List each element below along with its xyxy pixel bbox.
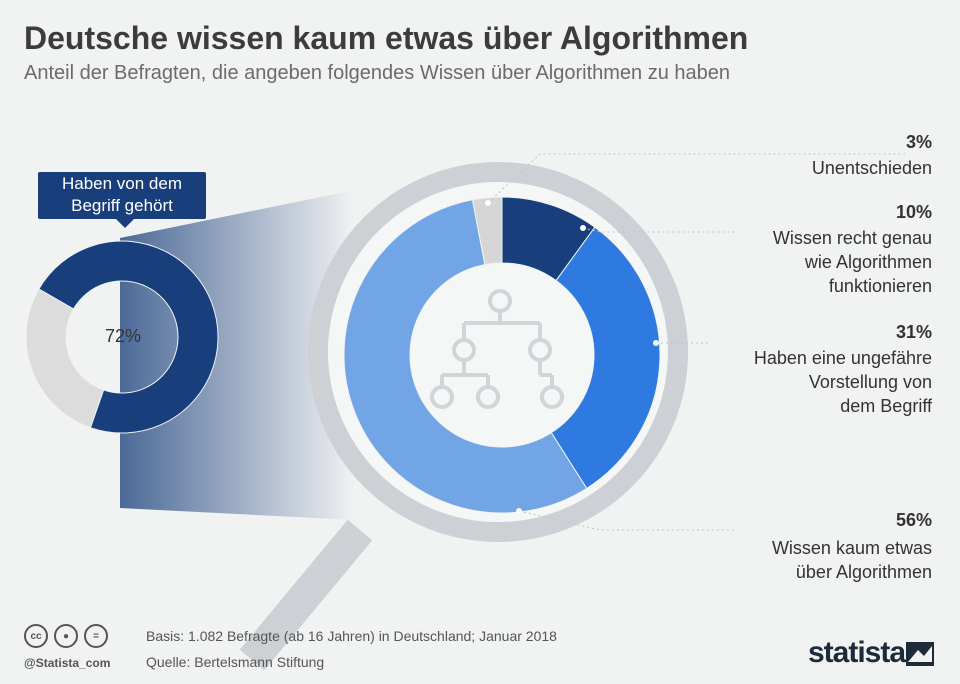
legend-line: über Algorithmen xyxy=(795,562,932,582)
small-donut-slice-0 xyxy=(38,240,219,434)
statista-handle-link[interactable]: @Statista_com xyxy=(24,656,111,670)
footer-source: Quelle: Bertelsmann Stiftung xyxy=(146,654,325,670)
leader-lines xyxy=(485,153,905,531)
leader-line-1 xyxy=(582,227,735,233)
legend-pct-ungefaehre-vorstellung: 31% xyxy=(895,322,932,342)
legend-line: Wissen recht genau xyxy=(772,228,932,248)
small-donut xyxy=(25,240,219,434)
callout-line-2: Begriff gehört xyxy=(71,196,173,215)
page-title: Deutsche wissen kaum etwas über Algorith… xyxy=(24,20,749,56)
legend-line: Unentschieden xyxy=(811,158,932,178)
legend-pct-unentschieden: 3% xyxy=(905,132,932,152)
statista-logo-icon[interactable] xyxy=(906,642,934,666)
legend-line: Haben eine ungefähre xyxy=(753,348,932,368)
small-donut-slice-1 xyxy=(25,288,105,429)
legend-pct-kaum-etwas: 56% xyxy=(895,510,932,530)
magnifier-handle xyxy=(239,519,373,671)
callout-line-1: Haben von dem xyxy=(61,174,183,193)
small-donut-value: 72% xyxy=(104,326,142,346)
legend-line: Wissen kaum etwas xyxy=(771,538,932,558)
license-icons: cc ● = xyxy=(24,624,108,648)
by-icon[interactable]: ● xyxy=(54,624,78,648)
legend-line: Vorstellung von xyxy=(808,372,932,392)
callout-box: Haben von dem Begriff gehört xyxy=(38,172,206,228)
legend-line: wie Algorithmen xyxy=(804,252,932,272)
leader-dot-3 xyxy=(516,508,522,514)
leader-dot-0 xyxy=(485,200,491,206)
big-donut-slice-3 xyxy=(343,199,588,514)
nd-icon[interactable]: = xyxy=(84,624,108,648)
legend-label-kaum-etwas: Wissen kaum etwas über Algorithmen xyxy=(672,536,932,584)
hierarchy-icon xyxy=(430,289,564,409)
leader-line-0 xyxy=(487,153,905,204)
cc-icon[interactable]: cc xyxy=(24,624,48,648)
legend-label-wissen-recht-genau: Wissen recht genau wie Algorithmen funkt… xyxy=(672,226,932,298)
legend-line: funktionieren xyxy=(828,276,932,296)
footer-basis: Basis: 1.082 Befragte (ab 16 Jahren) in … xyxy=(146,628,557,644)
legend-label-unentschieden: Unentschieden xyxy=(672,156,932,180)
legend-pct-wissen-recht-genau: 10% xyxy=(895,202,932,222)
legend-label-ungefaehre-vorstellung: Haben eine ungefähre Vorstellung von dem… xyxy=(672,346,932,418)
leader-dot-2 xyxy=(653,340,659,346)
statista-logo-text[interactable]: statista xyxy=(808,636,906,669)
leader-dot-1 xyxy=(580,225,586,231)
legend-line: dem Begriff xyxy=(840,396,932,416)
page-subtitle: Anteil der Befragten, die angeben folgen… xyxy=(24,62,731,84)
big-donut-slice-2 xyxy=(550,226,661,490)
big-donut xyxy=(343,196,661,514)
